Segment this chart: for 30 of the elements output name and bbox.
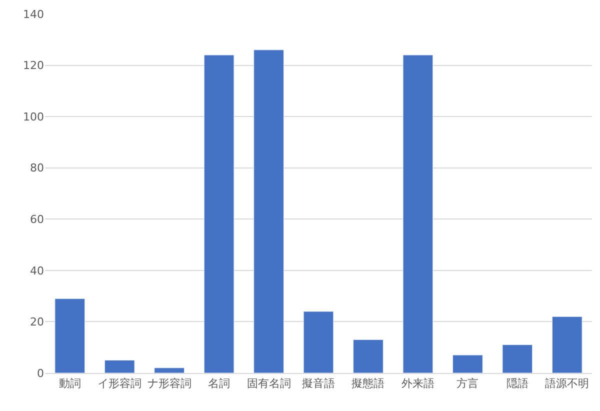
x-tick-label: 動詞	[58, 377, 81, 390]
x-tick-label: イ形容詞	[98, 377, 142, 390]
x-tick-label: 隠語	[506, 377, 528, 390]
bar	[502, 344, 533, 373]
y-tick-label: 100	[23, 110, 44, 124]
x-tick-label: 外来語	[401, 377, 434, 390]
bar	[104, 360, 135, 373]
x-tick-label: ナ形容詞	[147, 377, 192, 390]
x-tick-label: 固有名詞	[246, 377, 291, 390]
bar	[54, 298, 86, 373]
x-tick-label: 名詞	[208, 377, 230, 390]
x-tick-label: 語源不明	[545, 377, 590, 390]
y-tick-label: 0	[37, 366, 44, 380]
x-tick-label: 擬音語	[302, 377, 335, 390]
bar	[353, 339, 384, 373]
bar	[552, 316, 582, 373]
bar	[452, 354, 483, 373]
bar	[154, 368, 184, 373]
bar	[254, 50, 284, 373]
x-tick-label: 方言	[456, 377, 479, 390]
x-tick-label: 擬態語	[352, 377, 385, 390]
bar	[303, 311, 334, 373]
y-tick-label: 20	[30, 316, 44, 329]
y-tick-label: 40	[30, 264, 44, 278]
bar	[402, 54, 434, 373]
y-tick-label: 80	[30, 162, 44, 175]
bar	[204, 54, 234, 373]
y-tick-label: 60	[30, 212, 44, 226]
y-tick-label: 120	[23, 59, 44, 72]
y-tick-label: 140	[23, 8, 44, 21]
